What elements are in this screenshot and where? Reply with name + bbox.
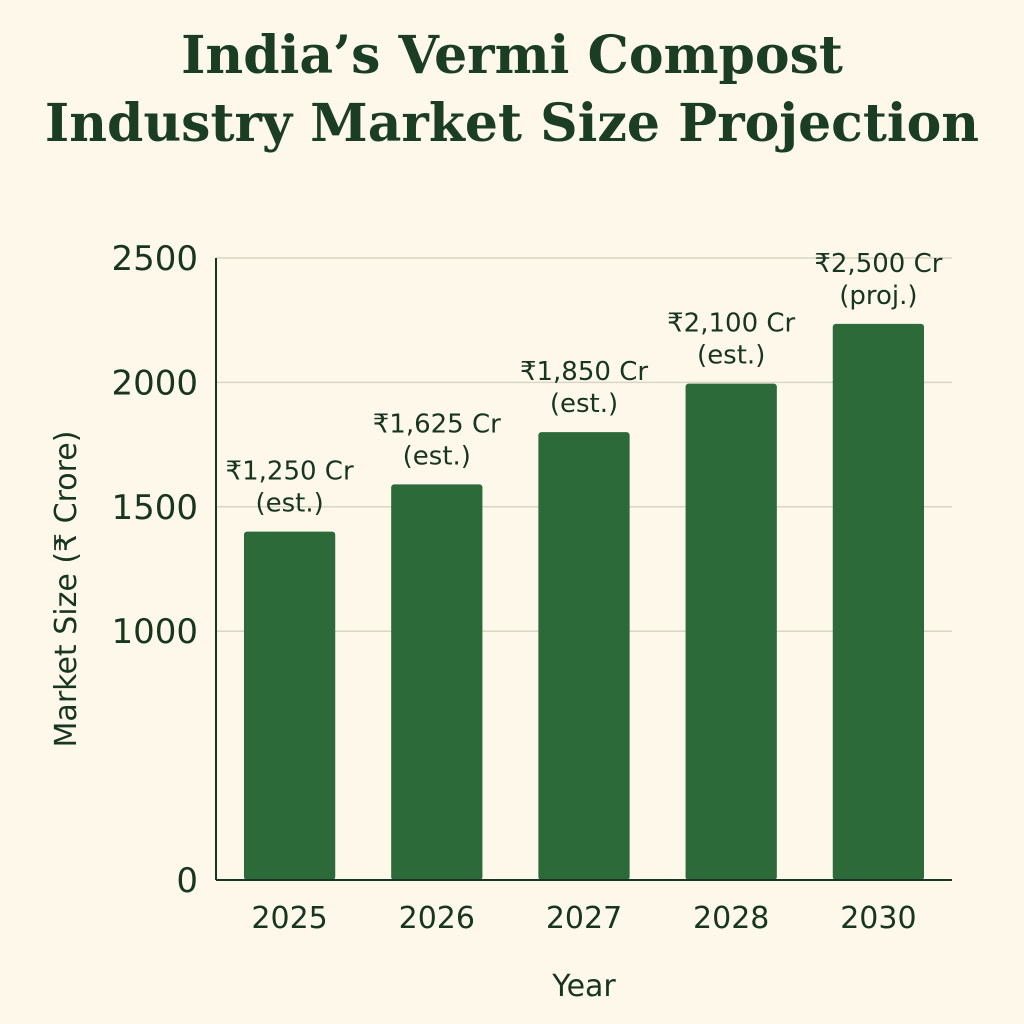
bars (243, 323, 925, 880)
y-tick-label-0: 0 (176, 861, 198, 901)
chart-title: India’s Vermi Compost Industry Market Si… (0, 22, 1024, 158)
chart-title-line-1: India’s Vermi Compost (181, 25, 843, 86)
bar-2025 (243, 531, 336, 880)
bar-2030 (832, 323, 925, 880)
data-label-2026-line-2: (est.) (403, 441, 471, 471)
x-tick-label-2030: 2030 (840, 901, 916, 936)
chart-title-line-2: Industry Market Size Projection (44, 93, 980, 154)
data-label-2028-line-2: (est.) (697, 341, 765, 371)
data-label-2027-line-2: (est.) (550, 389, 618, 419)
data-label-2026-line-1: ₹1,625 Cr (373, 409, 501, 439)
x-tick-label-2028: 2028 (693, 901, 769, 936)
y-tick-label-1: 1000 (111, 612, 198, 652)
x-tick-label-2025: 2025 (251, 901, 327, 936)
axes (215, 258, 952, 881)
y-tick-label-4: 2500 (111, 239, 198, 279)
data-label-2030-line-1: ₹2,500 Cr (814, 249, 942, 279)
y-tick-labels: 0 1000 1500 2000 2500 (111, 239, 198, 901)
bar-2026 (391, 484, 483, 880)
y-tick-label-3: 2000 (111, 363, 198, 403)
x-tick-label-2026: 2026 (399, 901, 475, 936)
x-tick-labels: 2025 2026 2027 2028 2030 (251, 901, 916, 936)
data-label-2027-line-1: ₹1,850 Cr (520, 357, 648, 387)
x-tick-label-2027: 2027 (546, 901, 622, 936)
bar-2027 (538, 432, 630, 880)
data-label-2030-line-2: (proj.) (839, 281, 917, 311)
bar-2028 (685, 383, 777, 880)
x-axis-title: Year (551, 969, 616, 1004)
data-label-2028-line-1: ₹2,100 Cr (667, 309, 795, 339)
data-labels: ₹1,250 Cr(est.)₹1,625 Cr(est.)₹1,850 Cr(… (226, 249, 943, 519)
y-tick-label-2: 1500 (111, 488, 198, 528)
y-axis-title: Market Size (₹ Crore) (49, 431, 84, 748)
data-label-2025-line-1: ₹1,250 Cr (226, 457, 354, 487)
data-label-2025-line-2: (est.) (255, 489, 323, 519)
